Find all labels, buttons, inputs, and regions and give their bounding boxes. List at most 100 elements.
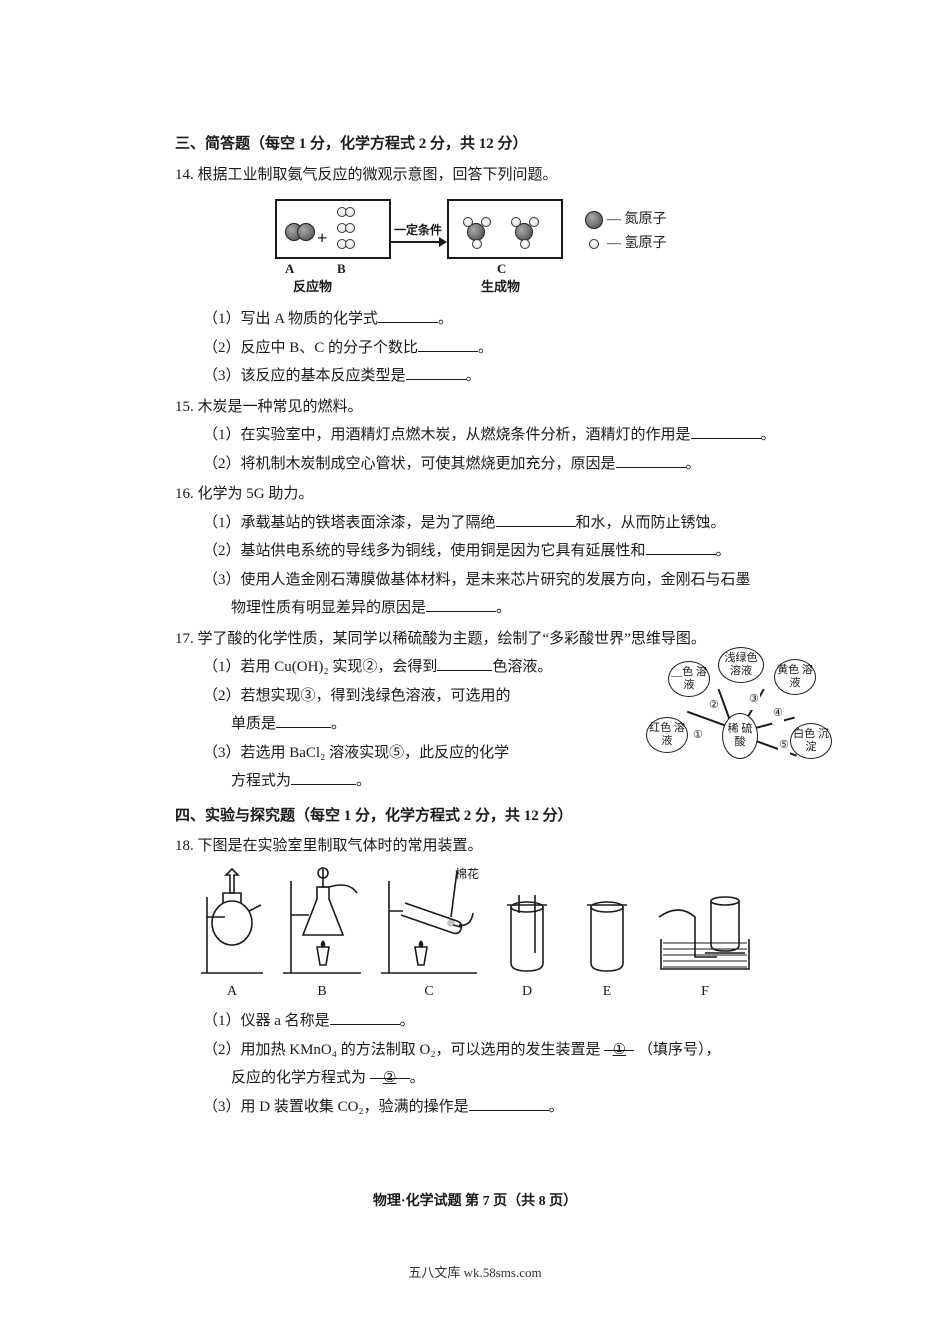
apparatus-c-label: C (381, 979, 477, 1006)
period (716, 543, 731, 559)
period (496, 600, 511, 616)
blank (469, 1095, 549, 1110)
q16-sub2-a: （2）基站供电系统的导线多为铜线，使用铜是因为它具有延展性和 (203, 543, 646, 559)
blank (426, 597, 496, 612)
q14-right-caption: 生成物 (481, 275, 520, 300)
exam-page: 三、简答题（每空 1 分，化学方程式 2 分，共 12 分） 14. 根据工业制… (0, 0, 950, 1344)
blank (616, 452, 686, 467)
q16-sub3: （3）使用人造金刚石薄膜做基体材料，是未来芯片研究的发展方向，金刚石与石墨 (175, 566, 795, 595)
hydrogen-atom-icon (472, 239, 482, 249)
bubble-1: __色 溶液 (668, 661, 710, 697)
apparatus-e-label: E (577, 979, 637, 1006)
q17-wrap: （1）若用 Cu(OH)₂ 实现②，会得到 色溶液。 （2）若想实现③，得到浅绿色… (175, 653, 795, 796)
q14-legend-n: — 氮原子 (607, 212, 667, 227)
apparatus-a-label: A (201, 979, 263, 1006)
nitrogen-atom-icon (297, 223, 315, 241)
q14-legend: — 氮原子 — 氢原子 (585, 207, 667, 255)
hydrogen-atom-icon (345, 239, 355, 249)
period (438, 311, 453, 327)
q17-sub2: （2）若想实现③，得到浅绿色溶液，可选用的 (175, 682, 603, 711)
q16-sub3b: 物理性质有明显差异的原因是 (175, 594, 795, 623)
q18-sub2-a: （2）用加热 KMnO₄ 的方法制取 O₂，可以选用的发生装置是 (203, 1042, 601, 1058)
hydrogen-atom-icon (481, 217, 491, 227)
watermark-footer: 五八文库 wk.58sms.com (0, 1262, 950, 1281)
q14-label-b: B (337, 257, 346, 282)
period (466, 368, 481, 384)
hydrogen-atom-icon (345, 223, 355, 233)
apparatus-b-icon (283, 867, 361, 977)
blank (691, 424, 761, 439)
nitrogen-atom-icon (585, 211, 603, 229)
blank-circ-1: ① (604, 1036, 634, 1051)
hydrogen-atom-icon (589, 239, 599, 249)
blank (496, 511, 576, 526)
period (478, 340, 493, 356)
apparatus-row: A (201, 867, 795, 1006)
apparatus-d-icon (497, 887, 557, 977)
apparatus-a-icon (201, 867, 263, 977)
edge-label-1: ① (692, 725, 704, 746)
q18-sub2b-text: 反应的化学方程式为 (231, 1070, 366, 1086)
q14-diagram: + A B 反应物 一定条件 (275, 197, 695, 297)
hydrogen-atom-icon (529, 217, 539, 227)
apparatus-b: B (283, 867, 361, 1006)
q15-sub1: （1）在实验室中，用酒精灯点燃木炭，从燃烧条件分析，酒精灯的作用是 (175, 421, 795, 450)
period (400, 1013, 415, 1029)
q14-arrow: 一定条件 (391, 219, 445, 242)
apparatus-c: C (381, 867, 477, 1006)
cotton-label: 棉花 (455, 863, 479, 886)
bubble-3: 黄色 溶液 (774, 659, 816, 695)
q15-sub2-text: （2）将机制木炭制成空心管状，可使其燃烧更加充分，原因是 (203, 456, 616, 472)
period (761, 427, 776, 443)
q14-stem: 14. 根据工业制取氨气反应的微观示意图，回答下列问题。 (175, 161, 795, 190)
q14-reactant-box: + (275, 199, 391, 259)
q18-sub3: （3）用 D 装置收集 CO₂，验满的操作是 (175, 1093, 795, 1122)
period (686, 456, 701, 472)
bubble-5: 白色 沉淀 (790, 723, 832, 759)
page-footer: 物理·化学试题 第 7 页（共 8 页） (0, 1190, 950, 1210)
apparatus-b-label: B (283, 979, 361, 1006)
q17-sub3b-text: 方程式为 (231, 773, 291, 789)
circled-1: ① (613, 1036, 626, 1065)
q14-arrow-label: 一定条件 (394, 223, 442, 237)
blank-circ-2: ② (370, 1064, 410, 1079)
apparatus-a: A (201, 867, 263, 1006)
content-block: 三、简答题（每空 1 分，化学方程式 2 分，共 12 分） 14. 根据工业制… (175, 130, 795, 1121)
q16-stem: 16. 化学为 5G 助力。 (175, 480, 795, 509)
q14-left-caption: 反应物 (293, 275, 332, 300)
section-3-heading: 三、简答题（每空 1 分，化学方程式 2 分，共 12 分） (175, 130, 795, 159)
apparatus-f-icon (657, 887, 753, 977)
blank (406, 365, 466, 380)
q18-sub2: （2）用加热 KMnO₄ 的方法制取 O₂，可以选用的发生装置是 ① （填序号）… (175, 1036, 795, 1065)
q14-sub3-text: （3）该反应的基本反应类型是 (203, 368, 406, 384)
q17-sub1-b: 色溶液。 (492, 659, 552, 675)
edge-label-4: ④ (772, 703, 784, 724)
q16-sub1-b: 和水，从而防止锈蚀。 (576, 515, 726, 531)
blank (276, 713, 331, 728)
bubble-center: 稀 硫 酸 (722, 713, 758, 759)
q14-legend-h: — 氢原子 (607, 236, 667, 251)
bubble-4: 红色 溶液 (646, 717, 688, 753)
blank (646, 540, 716, 555)
blank (378, 308, 438, 323)
blank (437, 656, 492, 671)
apparatus-e: E (577, 887, 637, 1006)
q16-sub2: （2）基站供电系统的导线多为铜线，使用铜是因为它具有延展性和 (175, 537, 795, 566)
q14-sub2-text: （2）反应中 B、C 的分子个数比 (203, 340, 418, 356)
q18-sub1: （1）仪器 a 名称是 (175, 1007, 795, 1036)
apparatus-f-label: F (657, 979, 753, 1006)
q16-sub1: （1）承载基站的铁塔表面涂漆，是为了隔绝和水，从而防止锈蚀。 (175, 509, 795, 538)
hydrogen-atom-icon (511, 217, 521, 227)
q17-mindmap: ① ② ③ ④ ⑤ 稀 硫 酸 __色 溶液 浅绿色 溶液 黄色 溶液 红色 溶… (630, 647, 835, 797)
q17-sub3: （3）若选用 BaCl₂ 溶液实现⑤，此反应的化学 (175, 739, 603, 768)
period (549, 1099, 564, 1115)
edge-label-2: ② (708, 695, 720, 716)
q14-product-box (447, 199, 563, 259)
q18-stem: 18. 下图是在实验室里制取气体时的常用装置。 (175, 832, 795, 861)
q18-sub2b: 反应的化学方程式为 ② (175, 1064, 795, 1093)
bubble-2: 浅绿色 溶液 (718, 647, 764, 683)
q17-sub1-a: （1）若用 Cu(OH)₂ 实现②，会得到 (203, 659, 437, 675)
q18-sub2-mid: （填序号）， (638, 1042, 721, 1058)
apparatus-f: F (657, 887, 753, 1006)
q18-sub3-text: （3）用 D 装置收集 CO₂，验满的操作是 (203, 1099, 469, 1115)
